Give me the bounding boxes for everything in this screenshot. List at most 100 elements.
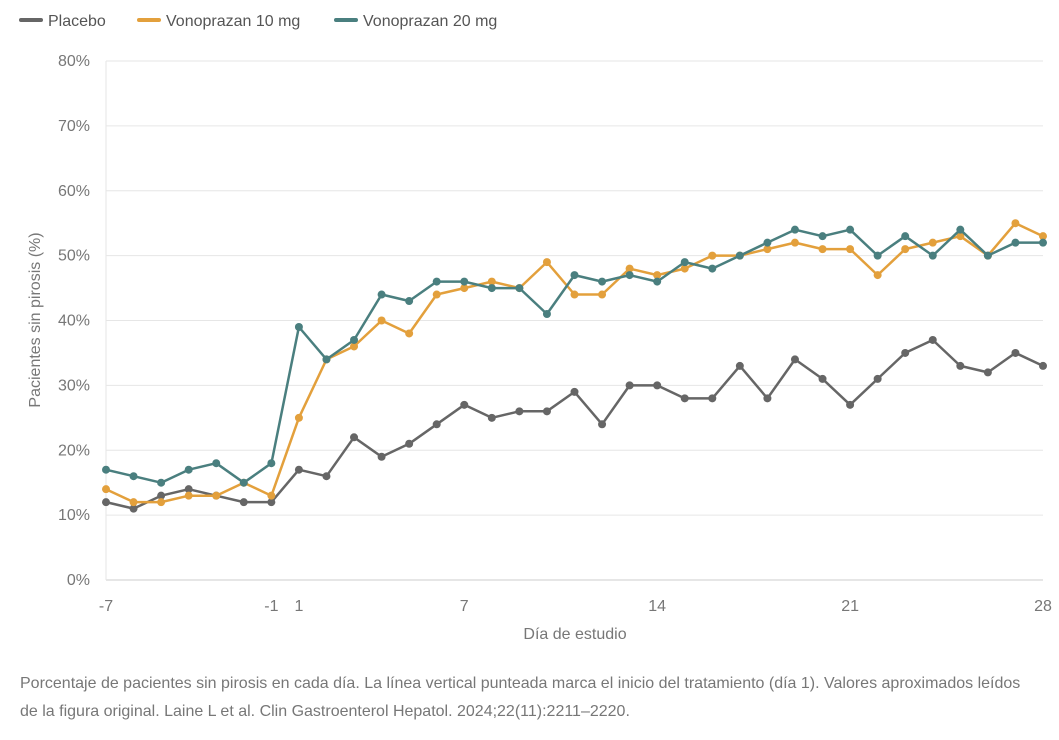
data-point-vonoprazan-10-mg — [928, 238, 937, 247]
data-point-placebo — [267, 498, 276, 507]
data-point-placebo — [680, 394, 689, 403]
data-point-placebo — [735, 361, 744, 370]
y-tick-label: 0% — [67, 572, 90, 589]
y-tick-label: 20% — [58, 442, 90, 459]
data-point-placebo — [432, 420, 441, 429]
data-point-vonoprazan-10-mg — [680, 264, 689, 273]
data-point-vonoprazan-20-mg — [460, 277, 469, 286]
data-point-vonoprazan-20-mg — [157, 478, 166, 487]
line-chart: Placebo Vonoprazan 10 mg Vonoprazan 20 mg … — [19, 13, 1052, 643]
data-point-vonoprazan-20-mg — [129, 472, 138, 481]
data-point-vonoprazan-20-mg — [184, 465, 193, 474]
data-point-vonoprazan-20-mg — [432, 277, 441, 286]
data-point-vonoprazan-20-mg — [570, 271, 579, 280]
data-point-placebo — [956, 361, 965, 370]
data-point-vonoprazan-20-mg — [294, 322, 303, 331]
data-point-vonoprazan-20-mg — [542, 310, 551, 319]
data-point-placebo — [901, 348, 910, 357]
data-point-placebo — [239, 498, 248, 507]
data-point-vonoprazan-10-mg — [1011, 219, 1020, 228]
data-point-placebo — [763, 394, 772, 403]
data-point-vonoprazan-10-mg — [708, 251, 717, 260]
data-point-vonoprazan-10-mg — [405, 329, 414, 338]
data-point-vonoprazan-20-mg — [735, 251, 744, 260]
data-point-vonoprazan-20-mg — [405, 297, 414, 306]
data-point-vonoprazan-10-mg — [432, 290, 441, 299]
data-point-vonoprazan-20-mg — [846, 225, 855, 234]
data-point-vonoprazan-10-mg — [846, 245, 855, 254]
data-point-placebo — [350, 433, 359, 442]
data-point-placebo — [405, 439, 414, 448]
data-point-vonoprazan-10-mg — [818, 245, 827, 254]
x-tick-label: 14 — [648, 598, 666, 615]
data-point-vonoprazan-20-mg — [956, 225, 965, 234]
y-axis-ticks: 0% 10% 20% 30% 40% 50% 60% 70% 80% — [58, 53, 90, 589]
data-point-vonoprazan-20-mg — [653, 277, 662, 286]
data-point-placebo — [487, 413, 496, 422]
x-tick-label: 7 — [460, 598, 469, 615]
data-point-vonoprazan-10-mg — [542, 258, 551, 267]
legend: Placebo Vonoprazan 10 mg Vonoprazan 20 mg — [19, 13, 497, 30]
x-tick-label: 21 — [841, 598, 859, 615]
data-point-vonoprazan-20-mg — [708, 264, 717, 273]
series-group — [102, 219, 1047, 513]
data-point-vonoprazan-20-mg — [515, 284, 524, 293]
data-point-vonoprazan-20-mg — [377, 290, 386, 299]
data-point-vonoprazan-10-mg — [102, 485, 110, 494]
data-point-vonoprazan-10-mg — [184, 491, 193, 500]
x-tick-label: -1 — [264, 598, 278, 615]
x-axis-label: Día de estudio — [523, 626, 626, 643]
data-point-vonoprazan-10-mg — [1039, 232, 1047, 241]
data-point-vonoprazan-10-mg — [901, 245, 910, 254]
data-point-vonoprazan-20-mg — [901, 232, 910, 241]
data-point-vonoprazan-10-mg — [460, 284, 469, 293]
data-point-vonoprazan-10-mg — [956, 232, 965, 241]
legend-label: Vonoprazan 10 mg — [166, 13, 300, 30]
data-point-placebo — [708, 394, 717, 403]
data-point-vonoprazan-10-mg — [129, 498, 138, 507]
y-axis-label: Pacientes sin pirosis (%) — [27, 232, 44, 407]
x-tick-label: -7 — [99, 598, 113, 615]
data-point-vonoprazan-20-mg — [818, 232, 827, 241]
y-tick-label: 70% — [58, 118, 90, 135]
x-tick-label: 28 — [1034, 598, 1052, 615]
data-point-placebo — [1011, 348, 1020, 357]
data-point-vonoprazan-20-mg — [322, 355, 331, 364]
data-point-placebo — [873, 374, 882, 383]
data-point-vonoprazan-10-mg — [570, 290, 579, 299]
data-point-placebo — [460, 400, 469, 409]
data-point-placebo — [983, 368, 992, 377]
data-point-vonoprazan-10-mg — [212, 491, 221, 500]
x-axis-ticks: -7 -1 1 7 14 21 28 — [99, 598, 1052, 615]
data-point-vonoprazan-10-mg — [350, 342, 359, 351]
data-point-vonoprazan-20-mg — [487, 284, 496, 293]
data-point-placebo — [653, 381, 662, 390]
y-tick-label: 50% — [58, 248, 90, 265]
data-point-vonoprazan-20-mg — [680, 258, 689, 267]
data-point-vonoprazan-20-mg — [625, 271, 634, 280]
data-point-vonoprazan-10-mg — [763, 245, 772, 254]
data-point-vonoprazan-20-mg — [928, 251, 937, 260]
data-point-placebo — [846, 400, 855, 409]
legend-label: Placebo — [48, 13, 106, 30]
data-point-placebo — [102, 498, 110, 507]
data-point-placebo — [598, 420, 607, 429]
data-point-placebo — [570, 387, 579, 396]
data-point-placebo — [322, 472, 331, 481]
data-point-placebo — [1039, 361, 1047, 370]
data-point-vonoprazan-20-mg — [598, 277, 607, 286]
series-line-vonoprazan-10-mg — [105, 221, 1044, 504]
figure-caption: Porcentaje de pacientes sin pirosis en c… — [20, 675, 1021, 720]
data-point-placebo — [790, 355, 799, 364]
data-point-placebo — [625, 381, 634, 390]
data-point-vonoprazan-10-mg — [653, 271, 662, 280]
data-point-placebo — [928, 335, 937, 344]
data-point-placebo — [129, 504, 138, 513]
data-point-vonoprazan-10-mg — [267, 491, 276, 500]
y-tick-label: 10% — [58, 507, 90, 524]
data-point-vonoprazan-20-mg — [873, 251, 882, 260]
y-tick-label: 40% — [58, 313, 90, 330]
y-tick-label: 30% — [58, 377, 90, 394]
data-point-vonoprazan-10-mg — [598, 290, 607, 299]
y-tick-label: 80% — [58, 53, 90, 70]
